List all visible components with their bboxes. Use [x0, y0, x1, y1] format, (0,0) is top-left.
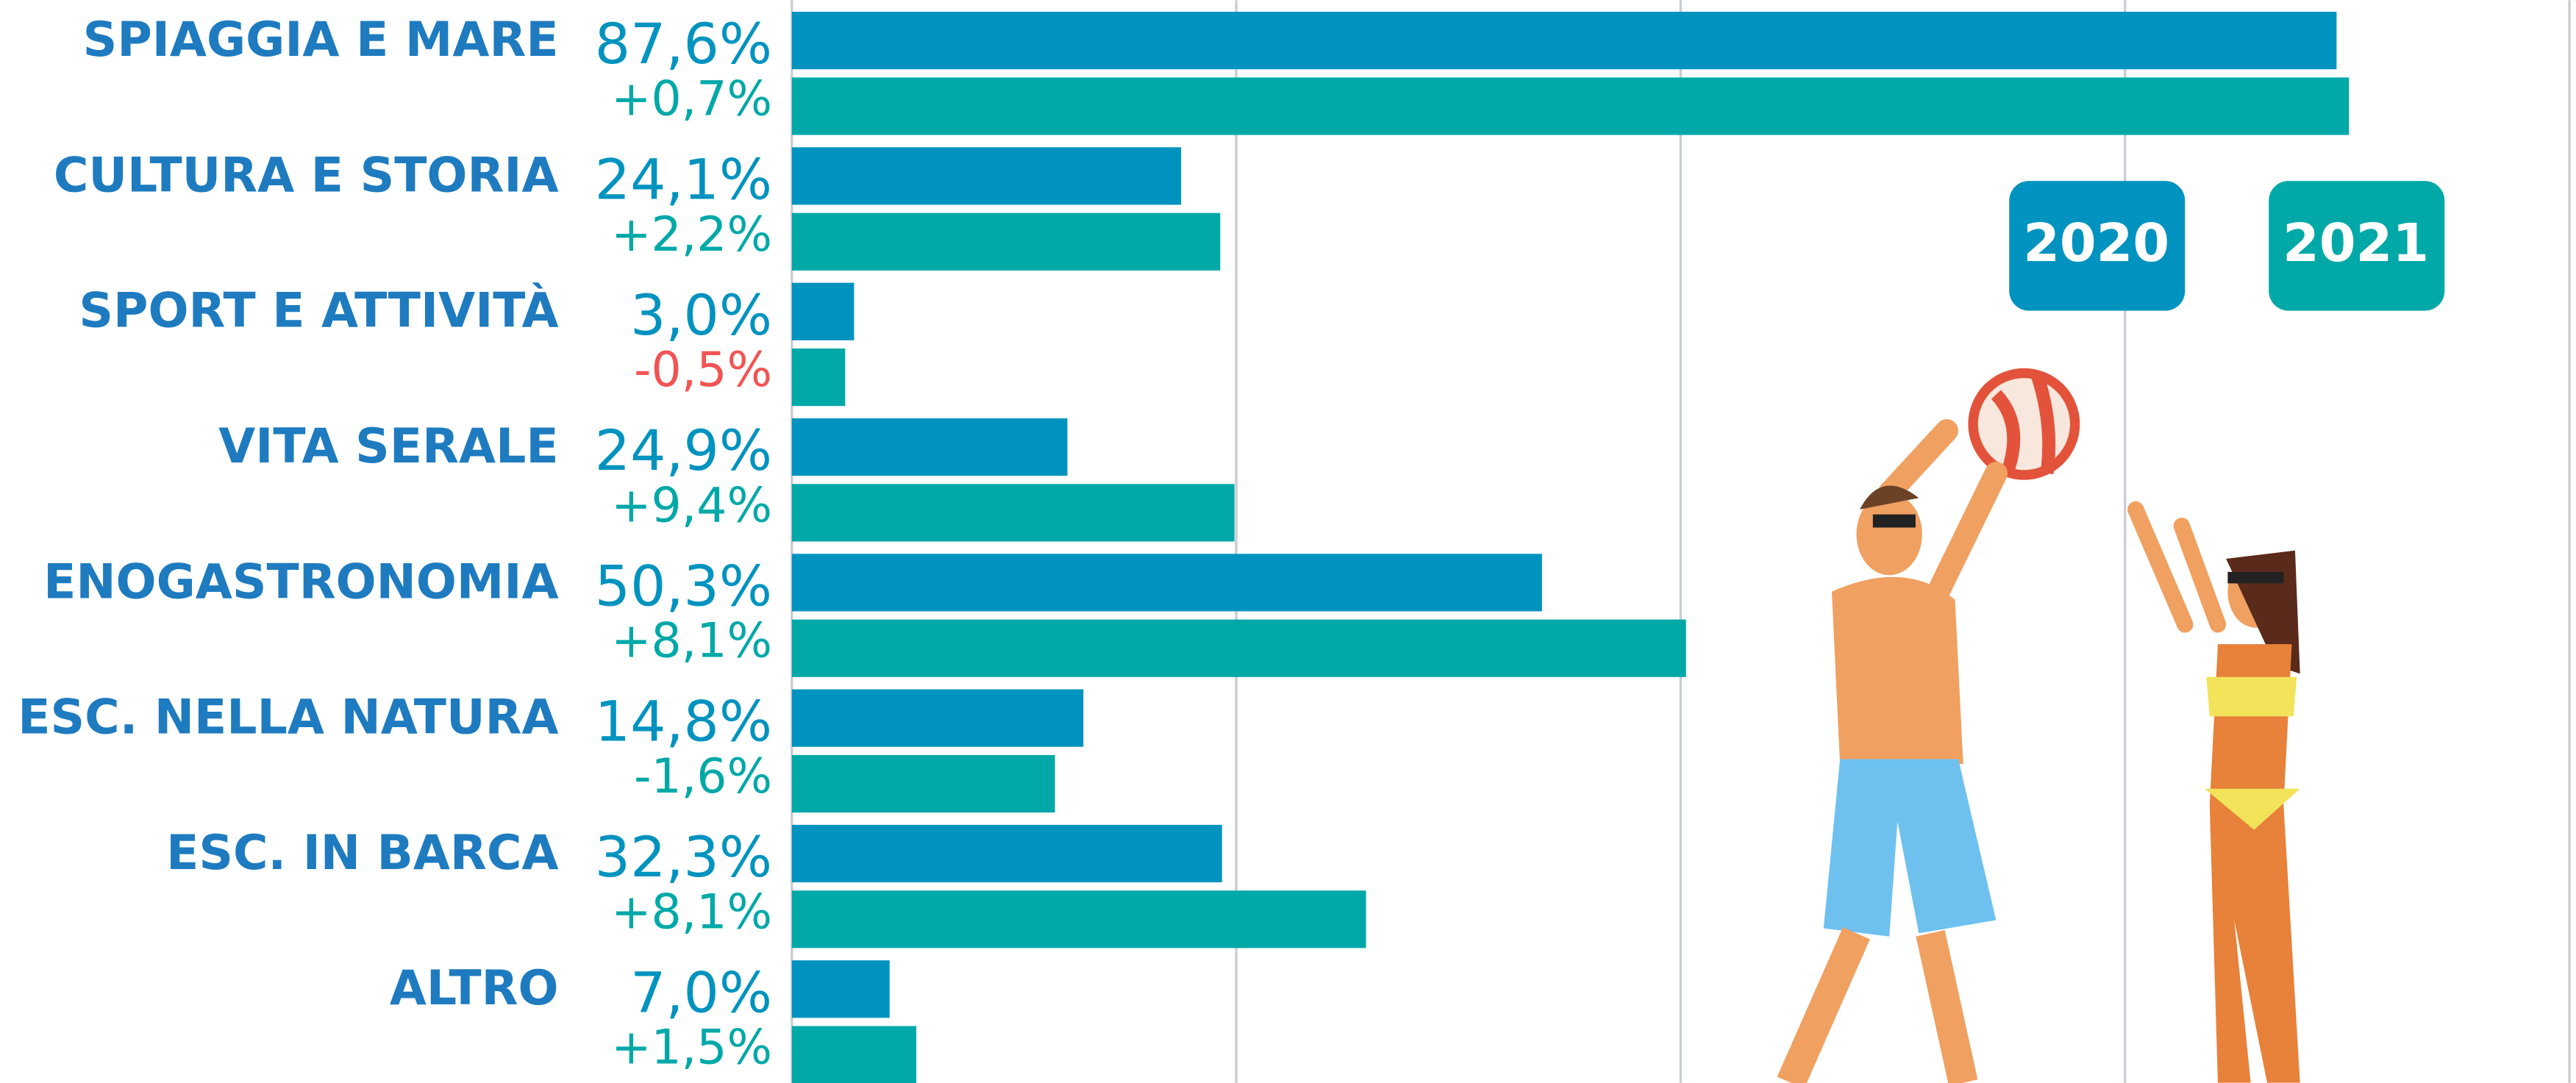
bar	[791, 348, 846, 407]
category-label: ESC. IN BARCA	[166, 826, 558, 881]
bar	[791, 212, 1221, 271]
value-label: 87,6%	[595, 12, 772, 76]
category-label: ENOGASTRONOMIA	[43, 554, 558, 610]
bar	[791, 12, 2337, 70]
bar	[791, 1026, 917, 1083]
category-label: ESC. NELLA NATURA	[18, 690, 558, 746]
bar	[791, 282, 854, 340]
bar	[791, 554, 1542, 612]
value-label: 7,0%	[630, 960, 772, 1025]
legend-box	[2009, 181, 2186, 311]
legend-label: 2021	[2283, 212, 2429, 274]
bar	[791, 689, 1084, 747]
bar	[791, 890, 1366, 948]
bar	[791, 754, 1055, 813]
category-label: ALTRO	[390, 961, 559, 1016]
change-label: +9,4%	[611, 478, 772, 533]
value-label: 32,3%	[595, 825, 772, 890]
illustration	[1777, 368, 2300, 1083]
change-label: -0,5%	[634, 343, 772, 398]
bar	[791, 418, 1068, 476]
bar	[791, 484, 1235, 542]
value-label: 14,8%	[595, 690, 772, 754]
change-label: +2,2%	[611, 207, 772, 262]
category-label: CULTURA E STORIA	[54, 148, 559, 203]
bar	[791, 147, 1182, 205]
legend-label: 2020	[2023, 212, 2169, 274]
legend-box	[2269, 181, 2445, 311]
value-label: 50,3%	[595, 554, 772, 618]
value-label: 24,1%	[595, 147, 772, 212]
bar	[791, 960, 890, 1018]
bar	[791, 619, 1686, 677]
category-label: VITA SERALE	[218, 419, 558, 474]
change-label: -1,6%	[634, 749, 772, 804]
category-label: SPORT E ATTIVITÀ	[79, 283, 558, 339]
change-label: +1,5%	[611, 1021, 772, 1076]
value-label: 24,9%	[595, 418, 772, 483]
bar	[791, 77, 2350, 135]
category-label: SPIAGGIA E MARE	[83, 12, 559, 68]
change-label: +8,1%	[611, 614, 772, 669]
change-label: +8,1%	[611, 884, 772, 940]
value-label: 3,0%	[630, 283, 772, 348]
bar	[791, 824, 1222, 883]
change-label: +0,7%	[611, 71, 772, 126]
